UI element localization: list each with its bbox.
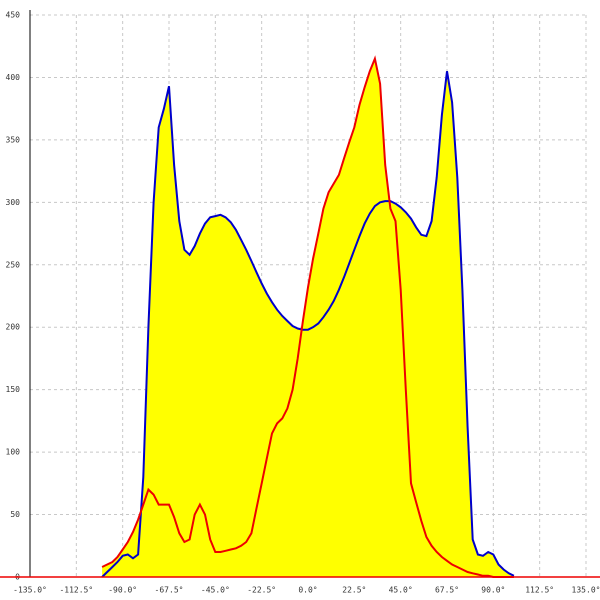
x-tick-label: -90.0° <box>108 586 137 595</box>
x-tick-label: 135.0° <box>572 586 600 595</box>
x-tick-label: 22.5° <box>342 586 366 595</box>
x-tick-label: 112.5° <box>525 586 554 595</box>
y-tick-label: 400 <box>6 73 21 82</box>
line <box>101 55 514 578</box>
x-tick-label: 45.0° <box>389 586 413 595</box>
x-tick-label: -112.5° <box>59 586 93 595</box>
y-tick-label: 200 <box>6 323 21 332</box>
y-tick-label: 350 <box>6 135 21 144</box>
y-tick-label: 250 <box>6 260 21 269</box>
x-tick-label: 90.0° <box>481 586 505 595</box>
x-tick-label: 0.0° <box>298 586 317 595</box>
x-tick-label: -135.0° <box>13 586 47 595</box>
x-tick-label: -67.5° <box>155 586 184 595</box>
x-tick-label: 67.5° <box>435 586 459 595</box>
area <box>102 58 514 577</box>
y-tick-label: 450 <box>6 11 21 20</box>
x-tick-label: -22.5° <box>247 586 276 595</box>
axes: 050100150200250300350400450-135.0°-112.5… <box>0 10 600 595</box>
y-tick-label: 100 <box>6 448 21 457</box>
lines <box>101 55 515 578</box>
area <box>102 71 514 577</box>
y-tick-label: 150 <box>6 385 21 394</box>
y-tick-label: 300 <box>6 198 21 207</box>
x-tick-label: -45.0° <box>201 586 230 595</box>
areas <box>102 58 514 577</box>
y-tick-label: 50 <box>10 510 20 519</box>
line <box>101 71 515 578</box>
